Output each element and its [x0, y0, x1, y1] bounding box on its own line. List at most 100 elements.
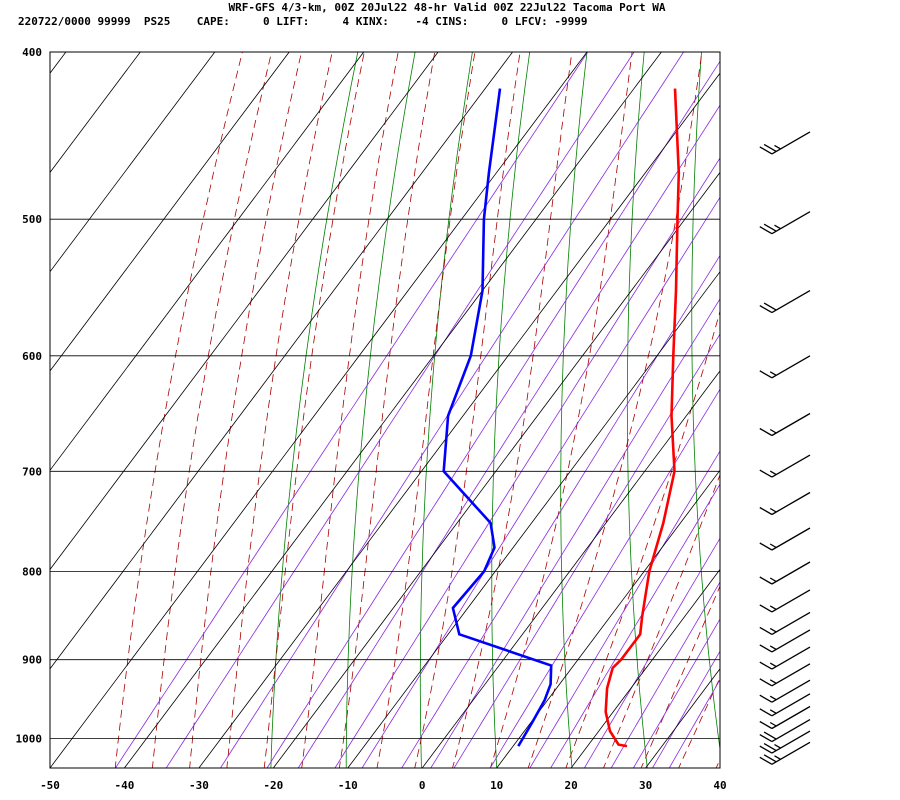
barb-flag: [759, 604, 773, 613]
barb-half-flag: [769, 645, 777, 650]
barb-shaft: [771, 561, 811, 585]
x-tick-label: -50: [40, 779, 60, 792]
barb-half-flag: [774, 144, 781, 150]
barb-flag: [759, 694, 773, 703]
isotherm: [421, 370, 720, 768]
barb-half-flag: [769, 371, 777, 376]
x-tick-label: -30: [189, 779, 209, 792]
x-tick-labels: -50 -40 -30 -20 -10 0 10 20 30 40: [40, 779, 727, 792]
moist-adiabat: [114, 52, 243, 768]
wind-barb: [759, 561, 811, 585]
barb-flag: [759, 370, 773, 379]
isotherm: [719, 767, 720, 768]
y-tick-label: 500: [22, 213, 42, 226]
barb-flag: [759, 305, 773, 314]
dry-adiabat: [345, 52, 416, 768]
barb-flag: [763, 223, 777, 232]
barb-shaft: [771, 730, 811, 754]
y-tick-label: 400: [22, 46, 42, 59]
dry-adiabat: [419, 52, 473, 768]
mixing-ratio-line: [266, 60, 720, 768]
isotherm: [50, 52, 513, 670]
isotherm: [496, 469, 720, 768]
wind-barb: [759, 211, 811, 235]
isotherm: [347, 271, 720, 768]
wind-barb-column: [759, 131, 811, 765]
x-tick-label: -40: [114, 779, 134, 792]
barb-flag: [759, 469, 773, 478]
wind-barb: [759, 355, 811, 379]
moist-adiabat: [376, 52, 476, 768]
moist-adiabat: [678, 676, 720, 768]
barb-flag: [759, 661, 773, 670]
moist-adiabat: [640, 585, 720, 768]
barb-flag: [759, 708, 773, 717]
barb-shaft: [771, 646, 811, 670]
y-tick-labels: 400 500 600 700 800 900 1000: [16, 46, 43, 746]
barb-flag: [759, 756, 773, 765]
barb-flag: [759, 720, 773, 730]
dewpoint-profile: [442, 88, 553, 747]
mixing-ratio-line: [610, 581, 720, 768]
barb-shaft: [771, 663, 811, 687]
barb-shaft: [771, 355, 811, 379]
dry-adiabat: [491, 52, 531, 768]
wind-barb: [759, 705, 811, 730]
chart-title: WRF-GFS 4/3-km, 00Z 20Jul22 48-hr Valid …: [228, 1, 666, 14]
barb-half-flag: [769, 543, 777, 549]
barb-flag: [759, 506, 773, 516]
y-tick-label: 600: [22, 350, 42, 363]
barb-flag: [759, 626, 773, 635]
barb-shaft: [771, 412, 811, 437]
barb-half-flag: [769, 605, 777, 610]
moist-adiabat: [489, 52, 633, 768]
x-tick-label: 30: [639, 779, 652, 792]
barb-half-flag: [769, 507, 777, 513]
barb-shaft: [771, 527, 811, 551]
x-tick-label: 40: [713, 779, 726, 792]
mixing-ratio-line: [334, 157, 720, 768]
wind-barb: [759, 454, 811, 478]
barb-half-flag: [769, 721, 777, 727]
isotherm-isobar-grid: [50, 52, 720, 768]
mixing-ratio-line: [453, 333, 720, 768]
wind-barb: [759, 611, 811, 635]
wind-barb: [759, 491, 811, 516]
moist-adiabat: [452, 52, 573, 768]
moist-adiabat: [301, 52, 399, 768]
dry-adiabat: [754, 14, 800, 783]
barb-flag: [763, 302, 777, 311]
moist-adiabat: [527, 52, 703, 768]
barb-flag: [763, 754, 777, 763]
wind-barb: [759, 730, 811, 754]
y-tick-label: 900: [22, 654, 42, 667]
barb-shaft: [771, 290, 811, 314]
isotherm: [570, 568, 720, 768]
mixing-ratio-line: [165, 52, 635, 768]
barb-flag: [759, 644, 773, 653]
isotherm: [124, 52, 662, 768]
wind-barb: [759, 290, 811, 314]
wind-barb: [759, 646, 811, 670]
barb-half-flag: [769, 577, 777, 583]
barb-shaft: [771, 211, 811, 235]
moist-adiabat: [226, 52, 333, 768]
isotherm: [198, 72, 720, 768]
moist-adiabat: [263, 52, 365, 768]
moist-adiabat: [565, 309, 720, 768]
dry-adiabat: [626, 52, 648, 768]
barb-shaft: [771, 693, 811, 717]
mixing-ratio-line: [361, 196, 720, 768]
mixing-ratio-line: [489, 388, 720, 768]
barb-shaft: [771, 741, 811, 765]
barb-shaft: [771, 454, 811, 478]
guide-lines: [114, 14, 876, 783]
barb-shaft: [771, 629, 811, 653]
barb-flag: [763, 743, 777, 752]
barb-flag: [759, 226, 773, 235]
dry-adiabat: [815, 14, 876, 783]
wind-barb: [759, 589, 811, 613]
barb-half-flag: [769, 709, 777, 714]
plot-frame: [49, 51, 721, 769]
isotherm: [50, 52, 439, 571]
